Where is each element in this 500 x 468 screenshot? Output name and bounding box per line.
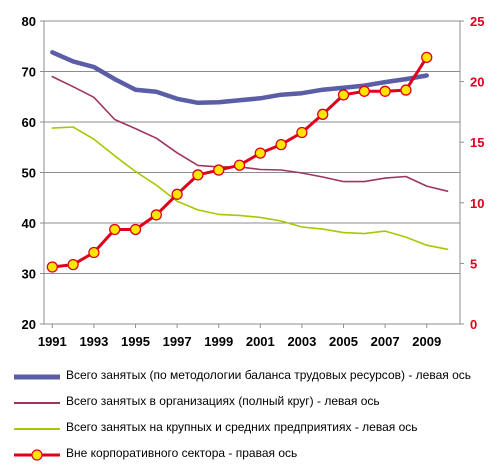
- data-point: [109, 223, 121, 236]
- x-tick-label: 2009: [412, 334, 441, 349]
- legend-item-total-employed: Всего занятых (по методологии баланса тр…: [14, 364, 494, 390]
- legend-swatch-total-employed: [14, 374, 60, 380]
- right-tick-label: 25: [470, 14, 484, 29]
- x-tick-label: 2003: [287, 334, 316, 349]
- data-point: [379, 85, 391, 97]
- series-line-total-employed: [50, 50, 429, 106]
- left-tick-label: 70: [22, 65, 36, 80]
- x-tick-label: 1995: [121, 334, 150, 349]
- series-line-large-medium: [51, 126, 449, 251]
- x-tick-label: 2001: [246, 334, 275, 349]
- data-point: [88, 246, 100, 259]
- left-tick-label: 60: [22, 115, 36, 130]
- legend-label: Всего занятых (по методологии баланса тр…: [66, 368, 471, 382]
- x-axis-ticks: 1991 1993 1995 1997 1999 2001 2003 2005 2007 2009: [38, 324, 441, 349]
- left-tick-label: 30: [22, 267, 36, 282]
- x-tick-label: 2007: [371, 334, 400, 349]
- data-point: [400, 84, 412, 96]
- data-point: [213, 164, 225, 176]
- data-point: [192, 169, 204, 181]
- data-point: [275, 138, 287, 151]
- series-line-organizations: [51, 75, 449, 192]
- right-tick-label: 10: [470, 196, 484, 211]
- data-point: [254, 147, 266, 159]
- x-tick-label: 1997: [163, 334, 192, 349]
- data-point: [150, 209, 162, 221]
- left-tick-label: 50: [22, 166, 36, 181]
- x-tick-label: 1993: [79, 334, 108, 349]
- data-point: [46, 261, 58, 273]
- right-tick-label: 0: [470, 317, 477, 332]
- x-tick-label: 1991: [38, 334, 67, 349]
- legend-label: Вне корпоративного сектора - правая ось: [66, 446, 298, 460]
- legend-swatch-non-corporate: [14, 449, 60, 461]
- data-point: [358, 85, 370, 97]
- series-layer: [46, 50, 449, 273]
- left-tick-label: 40: [22, 216, 36, 231]
- legend-item-organizations: Всего занятых в организациях (полный кру…: [14, 390, 494, 416]
- left-axis-ticks: 20 30 40 50 60 70 80: [22, 14, 44, 332]
- x-tick-label: 1999: [204, 334, 233, 349]
- legend-item-large-medium: Всего занятых на крупных и средних предп…: [14, 416, 494, 442]
- right-axis-ticks: 0 5 10 15 20 25: [460, 14, 484, 332]
- data-point: [317, 108, 329, 120]
- x-tick-label: 2005: [329, 334, 358, 349]
- right-tick-label: 5: [470, 256, 477, 271]
- chart-legend: Всего занятых (по методологии баланса тр…: [14, 364, 494, 468]
- data-point: [233, 159, 246, 171]
- right-tick-label: 20: [470, 75, 484, 90]
- data-point: [296, 126, 308, 139]
- left-tick-label: 20: [22, 317, 36, 332]
- legend-item-non-corporate: Вне корпоративного сектора - правая ось: [14, 442, 494, 468]
- legend-label: Всего занятых на крупных и средних предп…: [66, 420, 418, 434]
- legend-label: Всего занятых в организациях (полный кру…: [66, 394, 380, 408]
- legend-swatch-organizations: [14, 402, 60, 404]
- data-point: [67, 258, 79, 271]
- legend-swatch-large-medium: [14, 428, 60, 430]
- data-point: [421, 51, 433, 64]
- data-point: [171, 188, 183, 200]
- data-point: [337, 89, 350, 101]
- right-tick-label: 15: [470, 135, 484, 150]
- grid-lines: [44, 20, 460, 274]
- left-tick-label: 80: [22, 14, 36, 29]
- data-point: [129, 223, 142, 236]
